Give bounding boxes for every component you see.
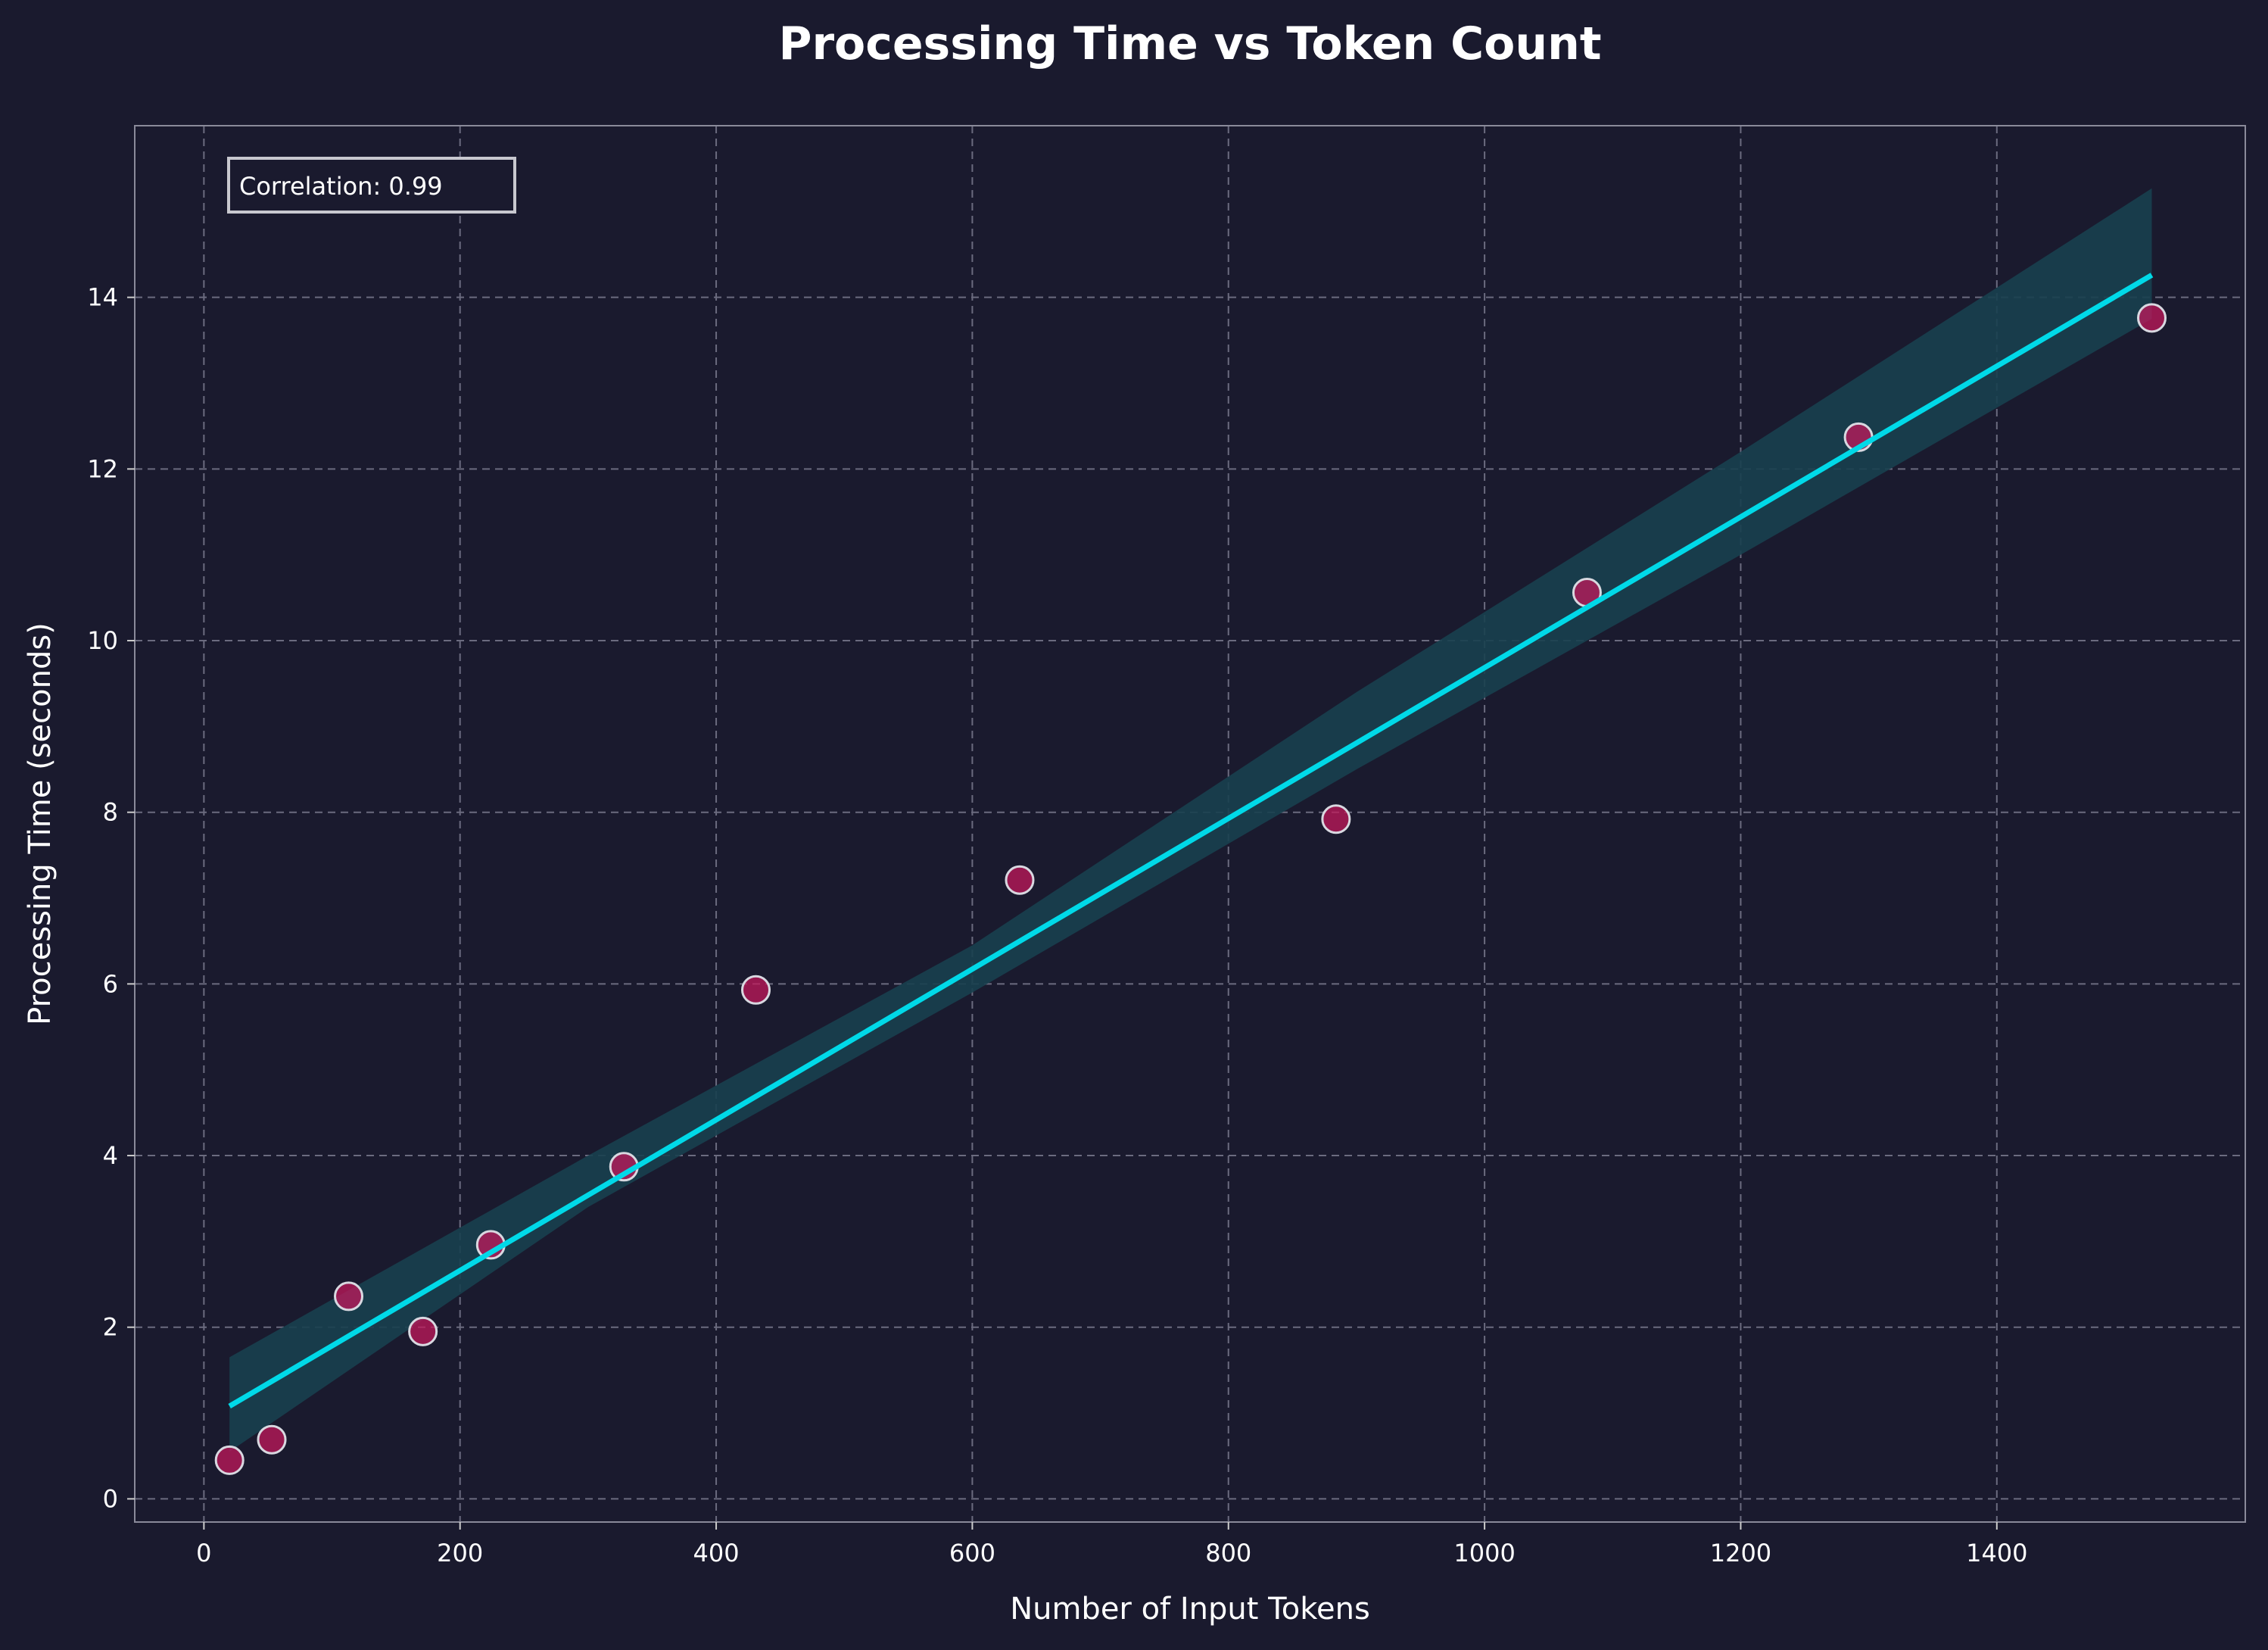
- data-point: [257, 1424, 287, 1455]
- y-axis-label: Processing Time (seconds): [23, 622, 58, 1025]
- x-tick-label: 1000: [1453, 1539, 1515, 1567]
- data-point: [1321, 804, 1351, 834]
- y-tick-label: 12: [87, 454, 118, 483]
- x-tick-label: 1400: [1966, 1539, 2027, 1567]
- y-tick-label: 2: [103, 1313, 118, 1342]
- x-tick-label: 0: [196, 1539, 211, 1567]
- regression-line: [228, 273, 2154, 1409]
- x-tick-label: 800: [1205, 1539, 1251, 1567]
- data-points: [214, 303, 2167, 1475]
- x-axis-label: Number of Input Tokens: [1010, 1592, 1370, 1627]
- confidence-band-area: [229, 188, 2152, 1452]
- chart-title: Processing Time vs Token Count: [778, 17, 1601, 70]
- y-tick-label: 14: [87, 283, 118, 312]
- data-point: [2137, 303, 2167, 333]
- confidence-band: [229, 188, 2152, 1452]
- x-tick-label: 400: [693, 1539, 740, 1567]
- data-point: [214, 1445, 245, 1475]
- regression-line-group: [228, 273, 2154, 1409]
- data-point: [740, 975, 771, 1005]
- y-tick-label: 10: [87, 626, 118, 655]
- y-tick-label: 8: [103, 798, 118, 827]
- data-point: [408, 1316, 438, 1346]
- x-tick-label: 600: [949, 1539, 995, 1567]
- y-tick-label: 6: [103, 969, 118, 998]
- ticks: 0 200 400 600 800 1000 1200 1400 0 2 4 6 8 10 12 14: [87, 283, 2027, 1567]
- y-tick-label: 0: [103, 1484, 118, 1513]
- axes-frame: [134, 125, 2246, 1523]
- correlation-text: Correlation: 0.99: [239, 172, 443, 201]
- x-tick-label: 200: [437, 1539, 483, 1567]
- x-tick-label: 1200: [1710, 1539, 1771, 1567]
- correlation-annotation: Correlation: 0.99: [227, 157, 516, 214]
- y-tick-label: 4: [103, 1141, 118, 1170]
- data-point: [1005, 865, 1035, 895]
- data-point: [334, 1281, 364, 1312]
- annotation-box: [227, 157, 516, 214]
